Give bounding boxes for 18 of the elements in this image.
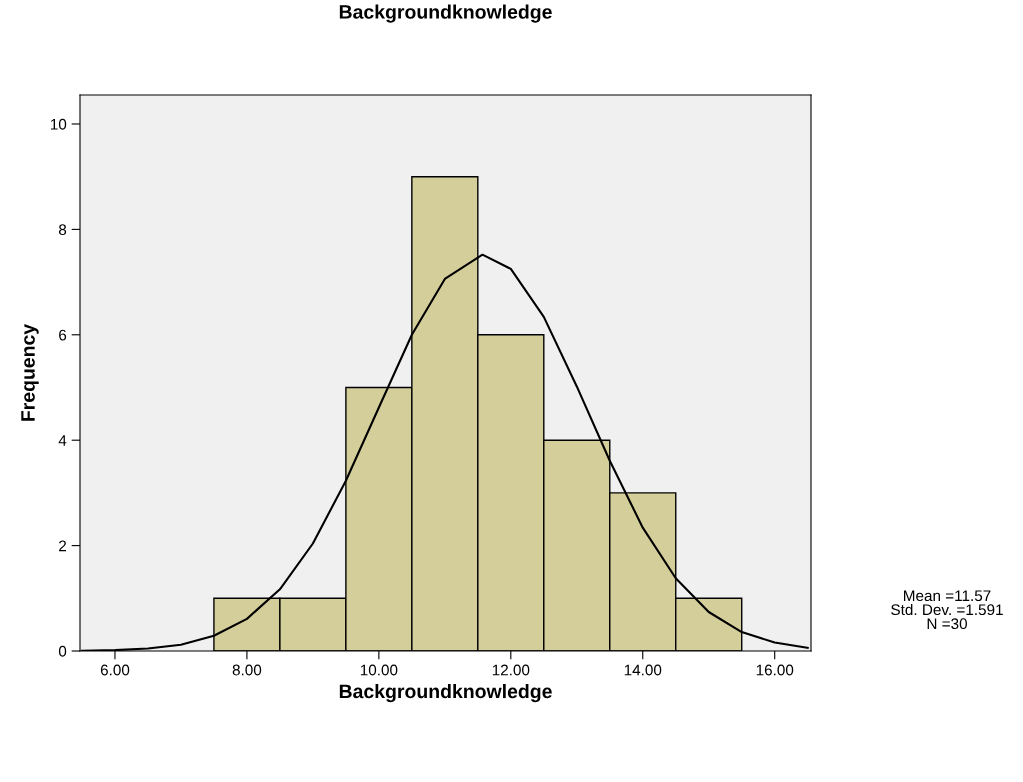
y-tick-label: 0 bbox=[58, 645, 67, 657]
y-tick-label: 8 bbox=[58, 224, 67, 236]
text: N =30 bbox=[927, 618, 967, 630]
y-tick-label: 6 bbox=[59, 329, 67, 341]
x-tick-label: 14.00 bbox=[624, 664, 662, 676]
x-tick-label: 16.00 bbox=[756, 664, 794, 676]
x-axis-title: Backgroundknowledge bbox=[339, 683, 552, 703]
y-tick-label: 4 bbox=[58, 435, 67, 446]
x-tick-label: 6.00 bbox=[100, 664, 130, 676]
x-tick-label: 10.00 bbox=[360, 664, 398, 676]
chart-title: Backgroundknowledge bbox=[339, 4, 552, 23]
x-tick-label: 8.00 bbox=[232, 664, 262, 676]
x-tick-label: 12.00 bbox=[492, 664, 530, 676]
y-tick-label: 10 bbox=[50, 118, 67, 130]
y-tick-label: 2 bbox=[59, 540, 67, 552]
text: Mean =11.57 bbox=[904, 590, 991, 602]
y-axis-title: Frequency bbox=[21, 323, 39, 421]
text: Std. Dev. =1.591 bbox=[891, 603, 1003, 616]
